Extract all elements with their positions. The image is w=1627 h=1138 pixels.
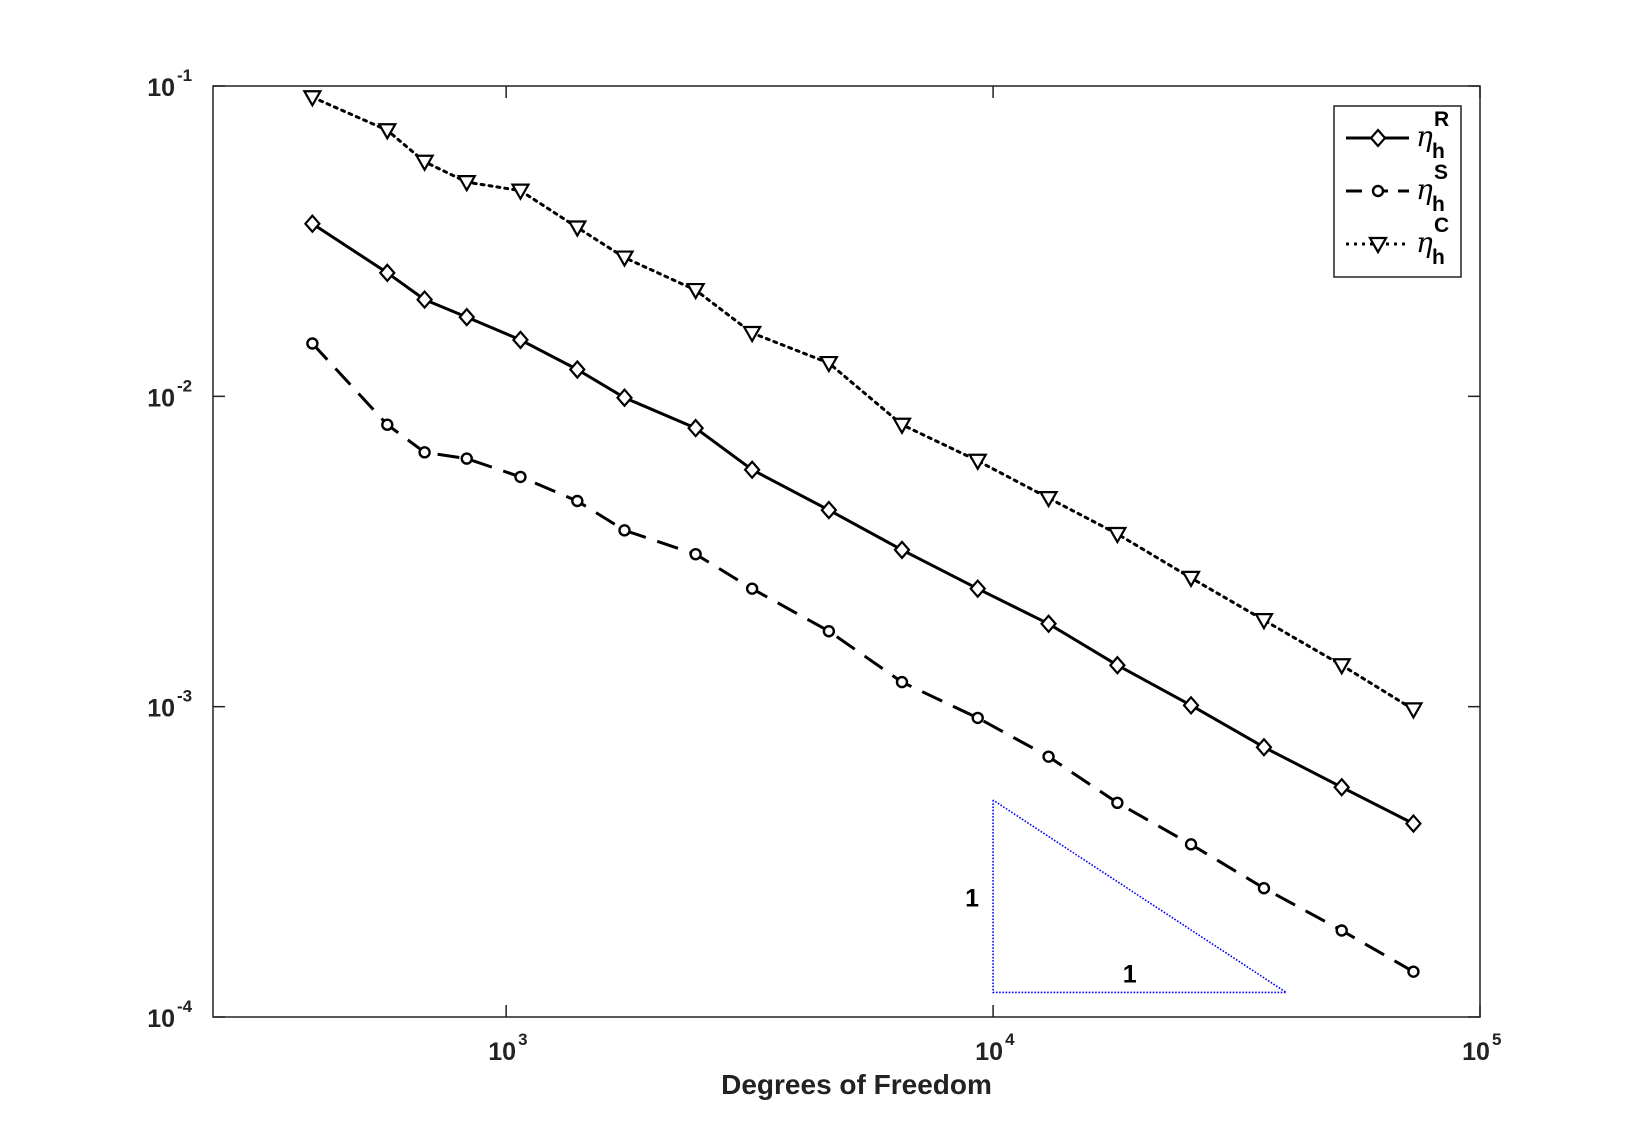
series-group	[302, 90, 1424, 978]
legend-entry-R: η hR	[1346, 108, 1449, 163]
data-point-C	[892, 417, 912, 435]
series-S	[306, 337, 1420, 978]
slope-triangle: 11	[965, 799, 1289, 994]
data-point-C	[1107, 526, 1128, 545]
series-line-S	[311, 342, 1415, 974]
series-line-R	[311, 222, 1415, 825]
data-point-R	[1182, 695, 1200, 715]
series-R	[303, 214, 1422, 834]
data-point-C	[614, 250, 635, 268]
data-point-S	[381, 418, 394, 431]
data-point-R	[1108, 655, 1126, 675]
data-point-C	[456, 175, 477, 193]
y-tick-label-exponent: -4	[177, 997, 193, 1016]
data-point-C	[414, 154, 435, 172]
data-point-R	[687, 418, 705, 438]
x-tick-label-exponent: 5	[1492, 1030, 1501, 1049]
legend-symbol: η	[1416, 173, 1433, 206]
legend-superscript: R	[1434, 108, 1449, 131]
data-point-S	[306, 337, 319, 350]
data-point-S	[895, 675, 909, 689]
legend-subscript: h	[1432, 246, 1445, 269]
data-point-S	[971, 711, 984, 725]
legend-marker-R	[1369, 128, 1387, 148]
data-point-S	[689, 547, 702, 561]
data-point-S	[745, 582, 759, 595]
x-tick-label: 10	[1462, 1038, 1490, 1066]
data-point-C	[510, 183, 531, 201]
slope-run-label: 1	[1123, 960, 1137, 988]
data-point-C	[818, 355, 839, 374]
data-point-S	[1407, 965, 1420, 978]
data-point-S	[418, 446, 431, 459]
data-point-C	[567, 220, 588, 238]
data-point-S	[460, 452, 473, 465]
legend-entry-C: η hC	[1346, 214, 1449, 269]
data-point-C	[1403, 702, 1424, 720]
data-point-C	[742, 325, 763, 344]
data-point-S	[1111, 796, 1124, 810]
slope-rise-label: 1	[965, 884, 979, 912]
legend-symbol: η	[1416, 226, 1433, 259]
data-point-R	[568, 359, 586, 380]
data-point-R	[512, 330, 529, 350]
data-point-C	[302, 90, 323, 108]
data-point-S	[1042, 750, 1055, 763]
data-point-R	[1404, 813, 1422, 834]
data-point-R	[458, 307, 476, 327]
data-point-R	[378, 263, 396, 283]
data-point-R	[416, 289, 434, 310]
y-tick-label-exponent: -3	[177, 687, 192, 706]
data-point-S	[514, 470, 527, 484]
legend-marker-S	[1371, 184, 1385, 198]
data-point-S	[1257, 882, 1271, 895]
data-point-R	[1333, 777, 1351, 797]
legend-subscript: h	[1432, 140, 1445, 163]
data-point-R	[1255, 737, 1273, 757]
y-tick-label-exponent: -1	[177, 66, 192, 85]
x-tick-label-exponent: 4	[1005, 1030, 1015, 1049]
data-point-R	[893, 540, 911, 560]
legend: η hRη hSη hC	[1333, 105, 1462, 278]
legend-superscript: S	[1434, 161, 1448, 184]
legend-subscript: h	[1432, 193, 1445, 216]
legend-marker-C	[1368, 236, 1388, 255]
data-point-R	[1040, 614, 1058, 634]
data-point-S	[571, 494, 584, 508]
data-point-R	[820, 500, 838, 520]
data-point-R	[303, 214, 321, 234]
data-point-S	[1184, 838, 1198, 851]
axis-ticks: 10 3 10 4 10 510 -110 -210 -310 -4	[147, 66, 1501, 1066]
data-point-C	[1038, 490, 1059, 509]
data-point-S	[1335, 924, 1348, 937]
y-tick-label: 10	[147, 74, 175, 102]
data-point-S	[822, 625, 836, 638]
legend-superscript: C	[1434, 214, 1449, 237]
data-point-R	[969, 579, 987, 599]
y-tick-label: 10	[147, 1005, 175, 1033]
y-tick-label: 10	[147, 695, 175, 723]
legend-symbol: η	[1416, 120, 1433, 153]
series-C	[302, 90, 1424, 720]
slope-triangle-outline	[992, 799, 1289, 994]
y-tick-label-exponent: -2	[177, 376, 192, 395]
data-point-R	[616, 388, 633, 408]
data-point-C	[967, 453, 988, 471]
x-tick-label: 10	[488, 1038, 516, 1066]
data-point-S	[618, 524, 631, 537]
data-point-C	[1254, 613, 1274, 631]
x-tick-label-exponent: 3	[518, 1030, 527, 1049]
data-point-C	[685, 282, 706, 301]
data-point-R	[743, 460, 761, 480]
y-tick-label: 10	[147, 384, 175, 412]
data-point-C	[1181, 570, 1201, 589]
axes-box	[212, 85, 1481, 1018]
x-tick-label: 10	[975, 1038, 1003, 1066]
data-point-C	[377, 123, 398, 141]
data-point-C	[1331, 658, 1352, 676]
x-axis-label: Degrees of Freedom	[721, 1069, 992, 1100]
legend-entry-S: η hS	[1346, 161, 1448, 216]
